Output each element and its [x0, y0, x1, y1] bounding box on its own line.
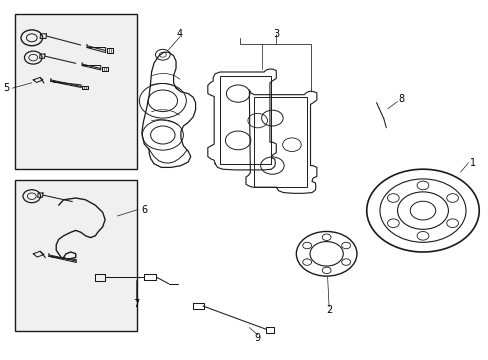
Text: 5: 5: [3, 83, 9, 93]
Text: 1: 1: [469, 158, 475, 168]
Bar: [15, 180, 137, 331]
Text: 2: 2: [325, 305, 331, 315]
Bar: [220, 76, 271, 164]
Text: 4: 4: [177, 29, 183, 39]
Bar: [254, 97, 306, 187]
Text: 6: 6: [142, 204, 147, 215]
Bar: [15, 14, 137, 169]
Text: 7: 7: [133, 299, 139, 309]
Text: 3: 3: [273, 29, 279, 39]
Text: 9: 9: [254, 333, 260, 343]
Text: 8: 8: [397, 94, 403, 104]
